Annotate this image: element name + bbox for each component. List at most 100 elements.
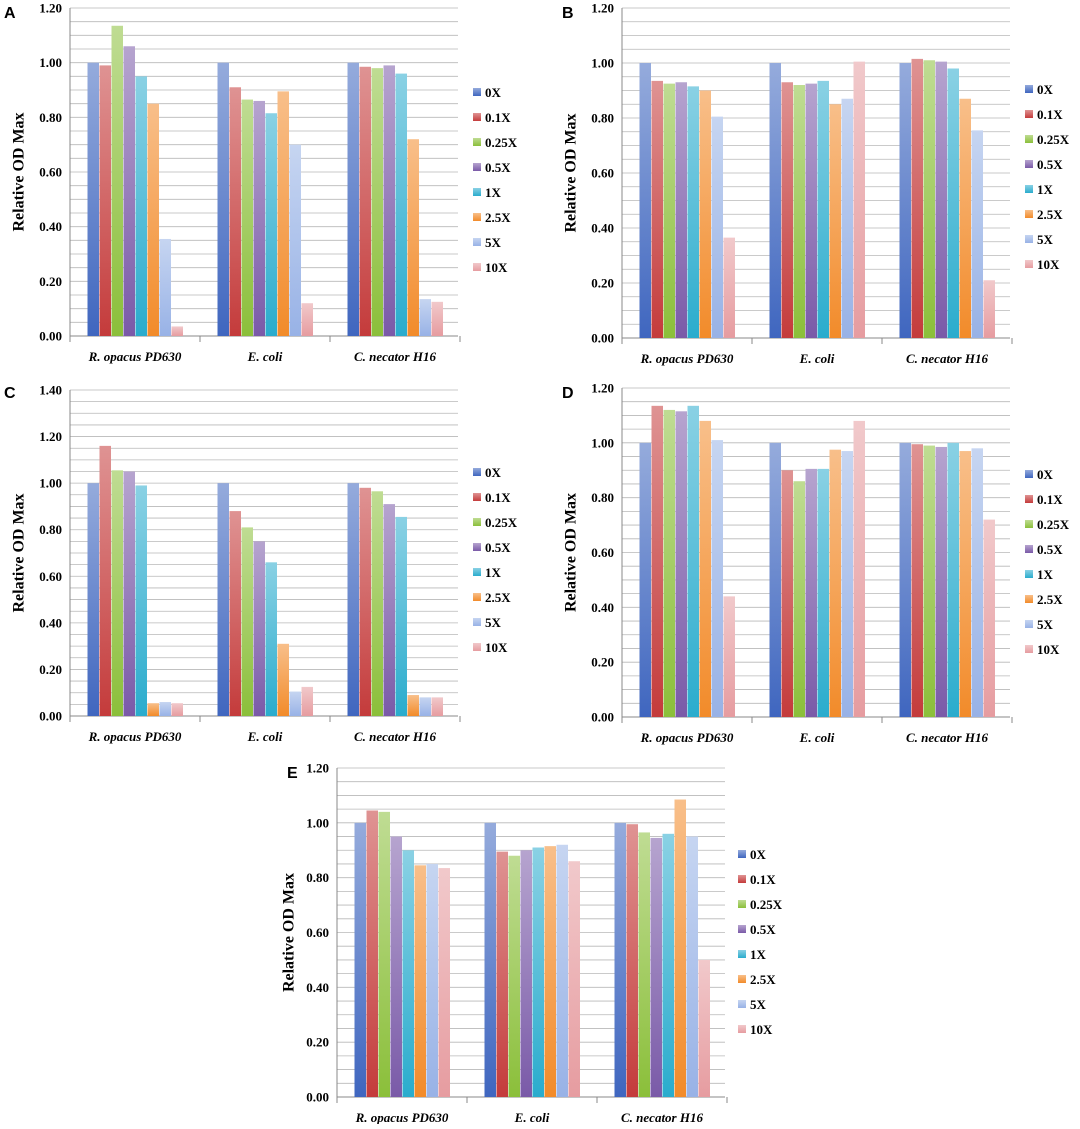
bar-d-5x-3 xyxy=(971,448,983,717)
bar-e-0x-2 xyxy=(484,822,496,1097)
y-tick-label: 0.00 xyxy=(39,329,62,344)
legend-label: 0X xyxy=(485,85,502,100)
legend-swatch xyxy=(1025,135,1033,143)
y-tick-label: 0.40 xyxy=(591,600,614,615)
y-tick-label: 0.80 xyxy=(306,870,329,885)
bar-c-0x-3 xyxy=(347,483,359,716)
bar-c-0x-1 xyxy=(87,483,99,716)
legend-swatch xyxy=(473,213,481,221)
legend-label: 0.1X xyxy=(485,110,511,125)
legend-label: 0.5X xyxy=(1037,157,1063,172)
legend-label: 5X xyxy=(485,235,502,250)
bar-d-0p25x-3 xyxy=(923,445,935,717)
bar-e-0p25x-2 xyxy=(508,855,520,1097)
y-axis-title: Relative OD Max xyxy=(11,493,28,612)
bar-d-0x-1 xyxy=(639,442,651,717)
bar-a-0p1x-2 xyxy=(229,87,241,337)
legend-swatch xyxy=(738,850,746,858)
bar-e-0p5x-3 xyxy=(650,837,662,1097)
legend-label: 0.5X xyxy=(1037,542,1063,557)
x-category-label: E. coli xyxy=(799,351,835,366)
y-tick-label: 0.00 xyxy=(591,331,614,346)
legend-swatch xyxy=(1025,210,1033,218)
legend-swatch xyxy=(473,163,481,171)
x-category-label: C. necator H16 xyxy=(354,349,436,364)
legend-swatch xyxy=(1025,260,1033,268)
y-tick-label: 1.20 xyxy=(39,429,62,444)
legend-swatch xyxy=(473,493,481,501)
y-tick-label: 1.20 xyxy=(591,381,614,396)
legend-label: 5X xyxy=(485,615,502,630)
legend-label: 0.1X xyxy=(485,490,511,505)
y-tick-label: 0.40 xyxy=(306,980,329,995)
bar-e-10x-3 xyxy=(698,959,710,1097)
y-tick-label: 0.20 xyxy=(39,274,62,289)
legend-label: 10X xyxy=(485,640,508,655)
legend-label: 0X xyxy=(1037,467,1054,482)
y-tick-label: 0.20 xyxy=(306,1035,329,1050)
x-category-label: E. coli xyxy=(247,729,283,744)
bar-a-0p1x-3 xyxy=(359,66,371,337)
bar-c-0p5x-3 xyxy=(383,504,395,716)
bar-d-0x-2 xyxy=(769,442,781,717)
legend-swatch xyxy=(1025,495,1033,503)
x-category-label: C. necator H16 xyxy=(354,729,436,744)
bar-a-5x-1 xyxy=(159,238,171,336)
bar-c-0p25x-2 xyxy=(241,527,253,716)
bar-e-2p5x-1 xyxy=(414,865,426,1097)
y-tick-label: 0.20 xyxy=(591,655,614,670)
chart-panel-a: 0.00 0.20 0.40 0.60 0.80 1.00 1.20 R. opacus PD… xyxy=(4,1,518,365)
bar-c-1x-1 xyxy=(135,485,147,716)
bar-b-2p5x-3 xyxy=(959,98,971,338)
chart-panel-d: 0.00 0.20 0.40 0.60 0.80 1.00 1.20 R. opacus PD… xyxy=(562,381,1070,746)
y-tick-label: 0.40 xyxy=(39,219,62,234)
bar-e-10x-1 xyxy=(438,868,450,1097)
bar-a-0p5x-2 xyxy=(253,100,265,336)
bar-b-5x-1 xyxy=(711,116,723,338)
bar-b-10x-1 xyxy=(723,237,735,338)
bar-c-10x-3 xyxy=(431,697,443,716)
legend-swatch xyxy=(1025,470,1033,478)
legend-label: 0.5X xyxy=(485,160,511,175)
bar-b-1x-3 xyxy=(947,68,959,338)
legend-label: 0.25X xyxy=(485,515,518,530)
y-tick-label: 0.60 xyxy=(306,925,329,940)
bar-c-10x-2 xyxy=(301,686,313,716)
legend-swatch xyxy=(473,518,481,526)
legend-label: 0.25X xyxy=(1037,517,1070,532)
legend-label: 1X xyxy=(1037,567,1054,582)
bar-b-10x-2 xyxy=(853,61,865,338)
bar-a-10x-1 xyxy=(171,326,183,336)
y-tick-label: 1.00 xyxy=(39,55,62,70)
x-category-label: R. opacus PD630 xyxy=(88,729,182,744)
legend-swatch xyxy=(738,975,746,983)
y-tick-label: 0.80 xyxy=(39,110,62,125)
bar-c-1x-3 xyxy=(395,516,407,716)
legend-label: 0.5X xyxy=(485,540,511,555)
y-tick-label: 1.20 xyxy=(39,1,62,16)
bar-d-0p1x-3 xyxy=(911,444,923,717)
y-axis-title: Relative OD Max xyxy=(563,493,580,612)
bar-a-0p5x-1 xyxy=(123,46,135,337)
bar-e-1x-1 xyxy=(402,850,414,1097)
bar-a-5x-2 xyxy=(289,144,301,336)
bar-c-0p25x-1 xyxy=(111,470,123,716)
legend-swatch xyxy=(738,1025,746,1033)
y-tick-label: 1.40 xyxy=(39,383,62,398)
legend-label: 0X xyxy=(485,465,502,480)
bar-e-0p1x-3 xyxy=(626,824,638,1097)
legend-swatch xyxy=(473,238,481,246)
bar-b-1x-2 xyxy=(817,80,829,338)
bar-b-0x-3 xyxy=(899,63,911,338)
legend: 0X 0.1X 0.25X 0.5X 1X 2.5X 5X 10X xyxy=(1025,82,1070,272)
bar-c-0p25x-3 xyxy=(371,491,383,716)
legend-swatch xyxy=(473,643,481,651)
bar-d-10x-2 xyxy=(853,420,865,717)
bar-b-2p5x-2 xyxy=(829,104,841,338)
bar-d-2p5x-2 xyxy=(829,449,841,717)
legend-label: 2.5X xyxy=(1037,207,1063,222)
bar-e-10x-2 xyxy=(568,861,580,1097)
bar-b-0p1x-3 xyxy=(911,58,923,338)
legend-swatch xyxy=(473,593,481,601)
x-category-label: E. coli xyxy=(799,730,835,745)
